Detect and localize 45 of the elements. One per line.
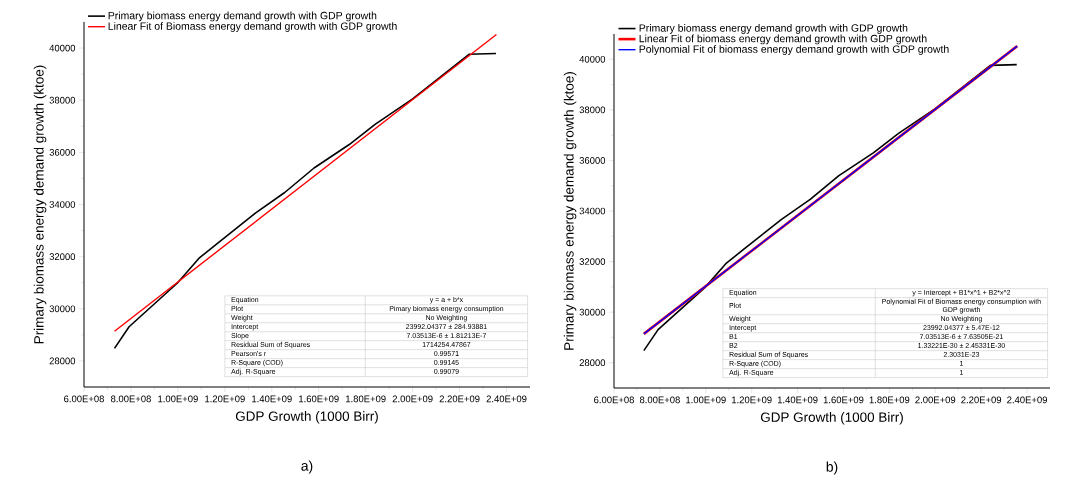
y-tick-label: 32000 xyxy=(579,258,606,265)
x-tick-label: 2.40E+09 xyxy=(1007,396,1047,404)
y-tick-label: 38000 xyxy=(579,106,606,114)
y-axis-title: Primary biomass energy demand growth (ktoe) xyxy=(33,65,47,344)
x-tick-label: 1.00E+09 xyxy=(686,396,726,404)
x-tick-label: 2.20E+09 xyxy=(439,395,480,403)
x-tick-label: 6.00E+08 xyxy=(594,396,634,404)
x-tick-label: 8.00E+08 xyxy=(639,396,680,404)
x-axis-title: GDP Growth (1000 Birr) xyxy=(760,412,903,425)
legend-label: Linear Fit of biomass energy demand growth with GDP growth xyxy=(639,34,927,45)
y-tick-label: 34000 xyxy=(579,207,606,215)
y-tick-label: 32000 xyxy=(49,253,76,260)
y-tick-label: 36000 xyxy=(579,157,606,164)
y-tick-label: 36000 xyxy=(49,149,76,156)
x-tick-label: 1.20E+09 xyxy=(732,396,772,404)
y-tick-label: 28000 xyxy=(49,357,76,365)
x-tick-label: 1.80E+09 xyxy=(869,396,910,404)
text: b) xyxy=(826,461,838,475)
x-tick-label: 1.40E+09 xyxy=(777,396,818,404)
x-tick-label: 8.00E+08 xyxy=(110,395,151,403)
y-tick-label: 38000 xyxy=(49,96,76,104)
y-tick-label: 34000 xyxy=(49,201,76,208)
y-tick-label: 40000 xyxy=(579,55,606,63)
y-tick-label: 40000 xyxy=(49,44,76,52)
legend-label: Primary biomass energy demand growth with GDP growth xyxy=(639,24,908,34)
x-tick-label: 2.00E+09 xyxy=(392,395,433,403)
x-tick-label: 1.80E+09 xyxy=(346,395,386,403)
legend-label: Polynomial Fit of biomass energy demand growth with GDP growth xyxy=(639,45,949,55)
y-tick-label: 30000 xyxy=(579,308,606,316)
x-tick-label: 2.40E+09 xyxy=(486,395,527,403)
x-axis-title: GDP Growth (1000 Birr) xyxy=(235,411,378,424)
x-tick-label: 1.60E+09 xyxy=(299,395,339,403)
text: a) xyxy=(301,460,313,474)
y-tick-label: 28000 xyxy=(579,359,606,367)
y-tick-label: 30000 xyxy=(49,305,76,313)
y-axis-title: Primary biomass energy demand growth (ktoe) xyxy=(563,72,577,350)
x-tick-label: 1.20E+09 xyxy=(205,395,245,403)
x-tick-label: 2.20E+09 xyxy=(961,396,1002,404)
legend-label: Primary biomass energy demand growth with GDP growth xyxy=(108,11,377,22)
x-tick-label: 1.00E+09 xyxy=(158,395,198,403)
legend-label: Linear Fit of Biomass energy demand growth with GDP growth xyxy=(108,22,397,32)
x-tick-label: 6.00E+08 xyxy=(64,395,104,403)
x-tick-label: 1.60E+09 xyxy=(823,396,864,404)
x-tick-label: 1.40E+09 xyxy=(252,395,292,403)
x-tick-label: 2.00E+09 xyxy=(915,396,956,404)
